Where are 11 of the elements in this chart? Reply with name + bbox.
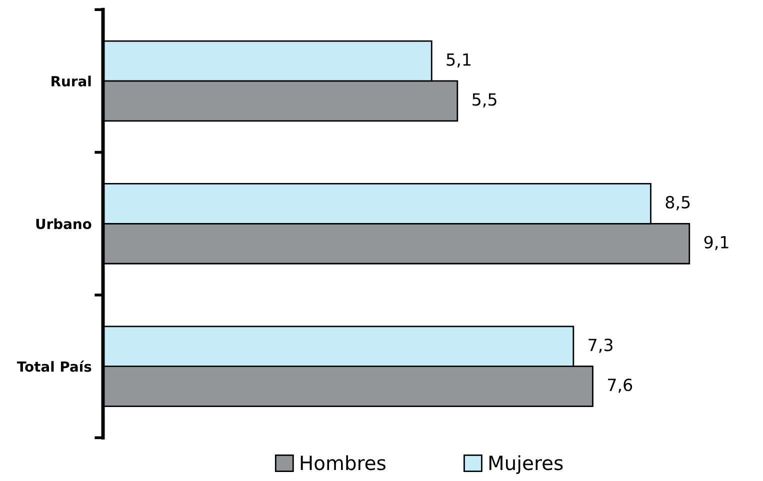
data-label: 5,1 <box>446 53 470 68</box>
data-label: 7,6 <box>608 378 632 393</box>
y-tick-label: Total País <box>16 360 92 372</box>
legend-label: Hombres <box>300 455 386 470</box>
data-label: 8,5 <box>666 196 690 210</box>
legend-label: Mujeres <box>489 455 563 474</box>
y-tick-label: Urbano <box>36 218 92 230</box>
y-tick-label: Rural <box>52 76 91 86</box>
data-label: 5,5 <box>472 93 496 108</box>
data-label: 9,1 <box>704 236 728 250</box>
data-label: 7,3 <box>588 338 612 353</box>
